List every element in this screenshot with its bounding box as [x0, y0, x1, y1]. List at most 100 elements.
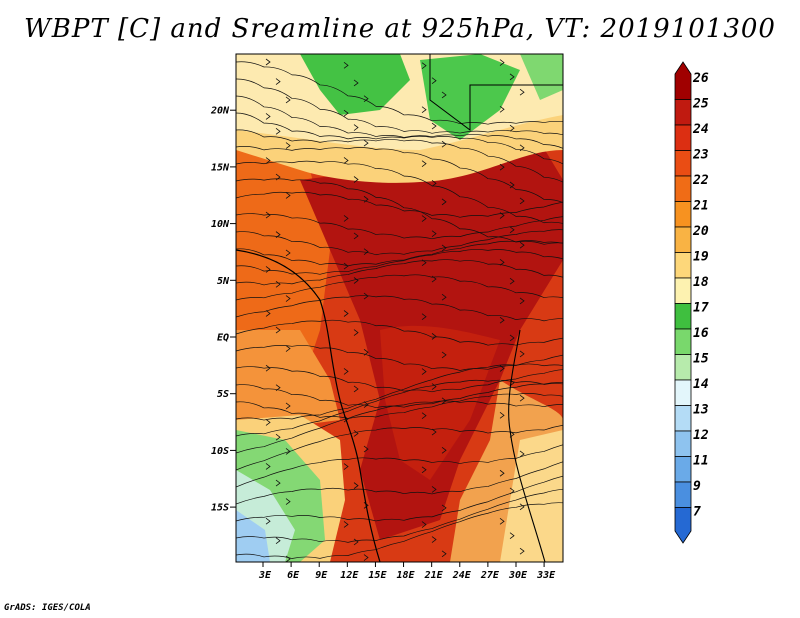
streamline-arrow — [343, 521, 349, 528]
colorbar-segment — [674, 277, 692, 304]
colorbar-segment — [674, 303, 692, 330]
streamline-arrow — [363, 445, 369, 453]
colorbar-segment — [674, 405, 692, 432]
streamline-arrow — [265, 517, 271, 525]
colorbar-label: 24 — [692, 122, 709, 137]
streamline-arrow — [431, 428, 437, 436]
streamline-arrow — [421, 62, 427, 69]
lon-tick-label: 6E — [287, 570, 300, 581]
streamline-arrow — [285, 142, 291, 149]
streamline-arrow — [275, 128, 281, 135]
field-southwest-blue — [236, 510, 270, 562]
streamline-arrow — [509, 532, 515, 540]
streamline-arrow — [265, 266, 271, 273]
streamline-arrow — [441, 550, 447, 558]
streamline — [236, 61, 563, 125]
colorbar-label: 25 — [692, 97, 709, 112]
streamline-arrow — [353, 79, 359, 87]
streamline-arrow — [509, 73, 515, 81]
streamline-arrow — [441, 293, 447, 301]
streamline-arrow — [499, 163, 505, 171]
streamline-arrow — [353, 277, 359, 284]
streamline-arrow — [421, 160, 427, 167]
lon-tick-label: 24E — [452, 570, 472, 581]
streamline-arrow — [285, 498, 291, 505]
streamline — [236, 488, 563, 543]
streamline-arrow — [519, 547, 525, 555]
streamline-arrow — [343, 310, 349, 317]
streamline-layer — [236, 58, 563, 562]
lon-tick-label: 18E — [397, 570, 416, 581]
lon-tick-label: 12E — [340, 570, 359, 581]
streamline-arrow — [353, 124, 359, 131]
streamline-arrow — [441, 140, 447, 148]
streamline-arrow — [343, 215, 349, 222]
streamline-arrow — [265, 310, 271, 317]
streamline — [236, 400, 563, 454]
streamline-arrow — [353, 329, 359, 336]
colorbar-segment — [674, 481, 692, 508]
streamline-arrow — [441, 446, 447, 454]
streamline — [236, 160, 563, 224]
colorbar-label: 15 — [693, 352, 709, 367]
streamline-arrow — [285, 345, 291, 352]
streamline-arrow — [275, 384, 281, 391]
streamline-arrow — [275, 433, 281, 441]
streamline-arrow — [509, 334, 515, 342]
streamline — [236, 213, 563, 240]
streamline-arrow — [499, 105, 505, 113]
streamline-arrow — [343, 109, 349, 117]
streamline — [236, 475, 563, 522]
streamline-arrow — [275, 537, 281, 545]
streamline-arrow — [275, 173, 281, 181]
streamline — [236, 363, 563, 421]
streamline — [236, 319, 563, 346]
streamline — [236, 229, 563, 256]
streamline-arrow — [363, 554, 369, 561]
streamline-arrow — [275, 280, 281, 288]
streamline-arrow — [265, 419, 271, 426]
streamline-arrow — [421, 412, 427, 419]
streamline — [236, 502, 563, 559]
lake-shore-east — [508, 329, 546, 562]
field-west-light-orange — [236, 330, 340, 430]
field-southeast-yellow — [500, 430, 563, 562]
colorbar-segment — [674, 379, 692, 406]
streamline-arrow — [519, 241, 525, 249]
streamline-arrow — [519, 450, 525, 458]
streamline-arrow — [285, 192, 291, 199]
colorbar-segment — [674, 124, 692, 151]
streamline-arrow — [285, 295, 291, 302]
streamline-arrow — [431, 383, 437, 390]
border-north — [429, 54, 563, 131]
colorbar-label: 19 — [693, 250, 709, 265]
streamline-arrow — [275, 479, 281, 487]
longitude-axis: 3E 6E 9E 12E 15E 18E 21E 24E 27E 30E 33E — [258, 562, 556, 581]
streamline — [236, 240, 563, 267]
streamline-arrow — [353, 385, 359, 393]
streamline-arrow — [519, 144, 525, 152]
lon-tick-label: 21E — [424, 570, 444, 581]
streamline-arrow — [275, 78, 281, 85]
lon-tick-label: 9E — [315, 570, 328, 581]
lat-tick-label: 10N — [211, 219, 230, 230]
credit-text: GrADS: IGES/COLA — [4, 603, 91, 613]
streamline-arrow — [421, 313, 427, 321]
streamline-arrow — [265, 113, 271, 120]
streamline-arrow — [441, 198, 447, 206]
streamline — [236, 382, 563, 409]
streamline-arrow — [519, 350, 525, 358]
coastline-west — [236, 249, 381, 562]
streamline — [236, 393, 563, 420]
colorbar-segment — [674, 328, 692, 355]
field-green-patch-1 — [300, 54, 410, 115]
colorbar-label: 14 — [693, 377, 709, 392]
temperature-field — [236, 54, 563, 562]
lat-tick-label: 10S — [211, 446, 229, 457]
streamline — [236, 274, 563, 301]
streamline-arrow — [343, 62, 349, 69]
streamline-arrow — [353, 482, 359, 489]
lon-tick-label: 30E — [508, 570, 528, 581]
lat-tick-label: 15S — [211, 503, 229, 514]
lat-tick-label: 5S — [217, 389, 229, 400]
